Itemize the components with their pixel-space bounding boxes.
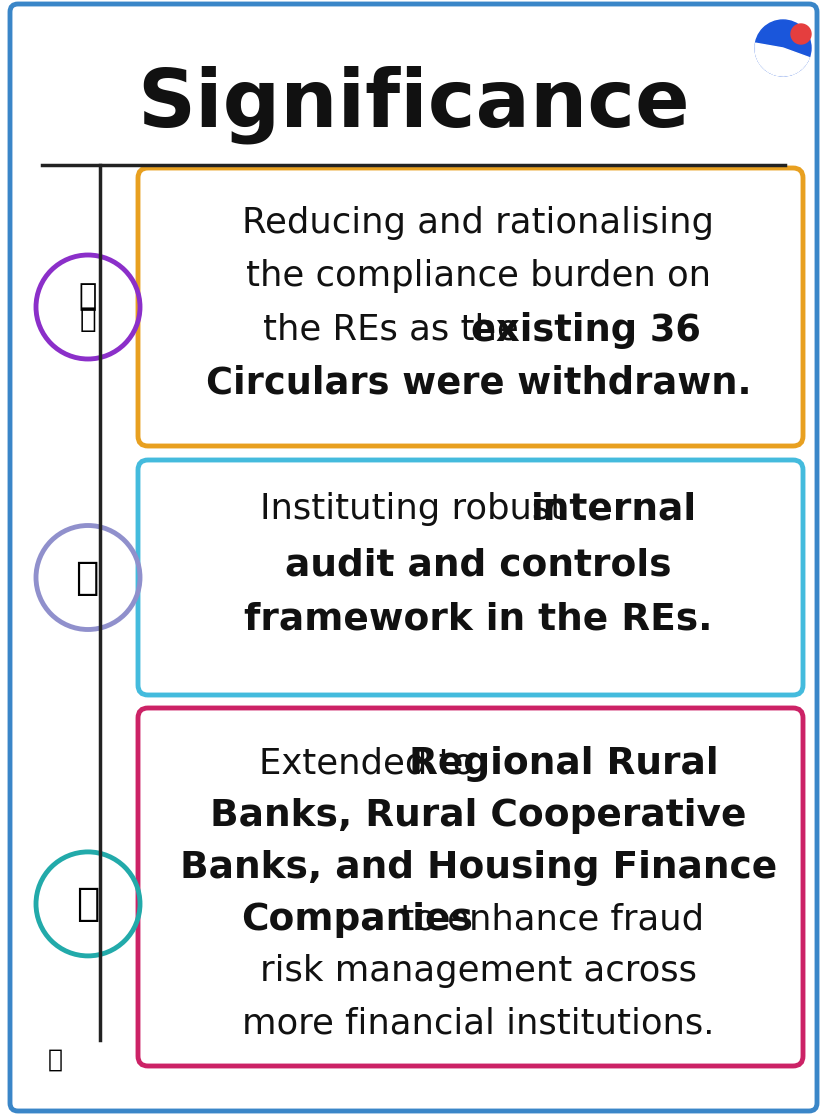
Text: 📖: 📖 (47, 1048, 63, 1072)
Text: framework in the REs.: framework in the REs. (244, 602, 713, 638)
Text: Circulars were withdrawn.: Circulars were withdrawn. (206, 365, 751, 403)
Text: to enhance fraud: to enhance fraud (389, 902, 704, 935)
Text: Extended to: Extended to (260, 746, 486, 780)
Text: Reducing and rationalising: Reducing and rationalising (242, 206, 715, 240)
Text: Banks, and Housing Finance: Banks, and Housing Finance (180, 850, 777, 886)
Wedge shape (755, 43, 810, 76)
Text: more financial institutions.: more financial institutions. (242, 1006, 715, 1040)
Text: the REs as the: the REs as the (263, 312, 530, 346)
FancyBboxPatch shape (138, 460, 803, 695)
Text: Companies: Companies (241, 902, 473, 938)
Text: 🏛️: 🏛️ (76, 559, 100, 597)
Text: Instituting robust: Instituting robust (261, 492, 576, 526)
Text: 📊: 📊 (79, 306, 96, 333)
Text: audit and controls: audit and controls (285, 547, 672, 583)
Text: existing 36: existing 36 (471, 312, 700, 349)
Text: internal: internal (531, 492, 697, 529)
FancyBboxPatch shape (138, 708, 803, 1066)
Circle shape (755, 20, 811, 76)
Text: 🏦: 🏦 (76, 885, 100, 923)
Text: the compliance burden on: the compliance burden on (246, 259, 711, 293)
Text: 💰: 💰 (79, 282, 97, 311)
Text: Significance: Significance (137, 66, 690, 144)
Text: Regional Rural: Regional Rural (409, 746, 719, 782)
Text: risk management across: risk management across (260, 954, 697, 988)
FancyBboxPatch shape (10, 4, 817, 1111)
FancyBboxPatch shape (138, 168, 803, 446)
Text: Banks, Rural Cooperative: Banks, Rural Cooperative (210, 798, 747, 834)
Circle shape (791, 25, 811, 43)
